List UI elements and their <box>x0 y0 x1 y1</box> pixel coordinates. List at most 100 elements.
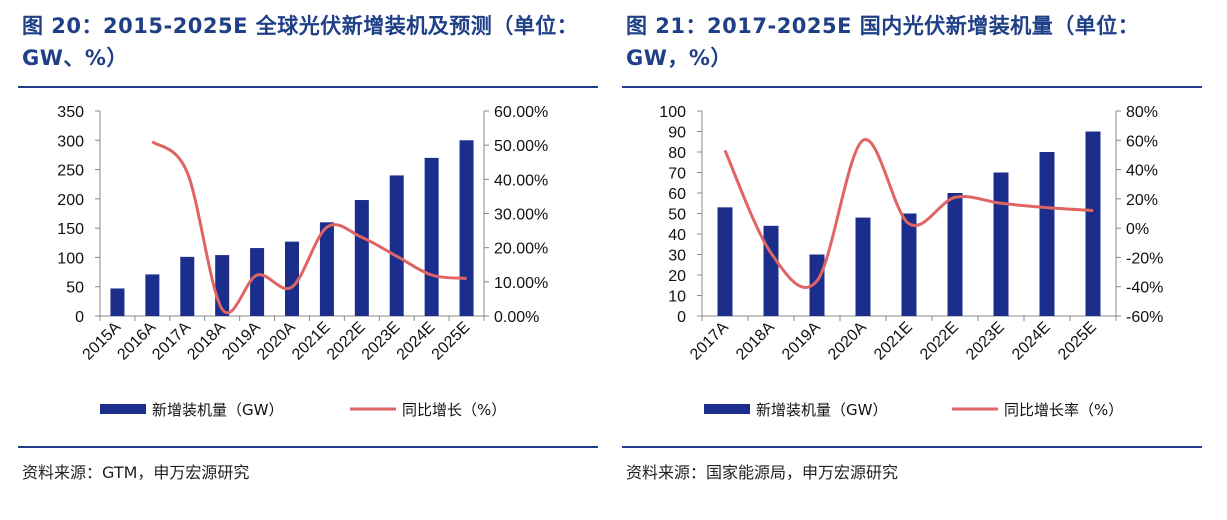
growth-line <box>723 138 1094 289</box>
right-tick-label: 80% <box>1126 104 1158 121</box>
growth-point <box>186 172 188 173</box>
source-note: 资料来源：GTM，申万宏源研究 <box>22 463 250 482</box>
x-tick-label: 2019A <box>779 319 824 364</box>
bar <box>459 140 474 316</box>
legend-bar-swatch <box>100 404 146 414</box>
left-tick-label: 20 <box>668 268 686 285</box>
global-pv-chart: 0 50 100 150 200 250 300 350 0.00% 10.00% 20.00% 30… <box>57 104 548 419</box>
left-tick-label: 200 <box>57 192 84 209</box>
legend-line-label: 同比增长（%） <box>402 401 506 419</box>
bar <box>110 288 125 316</box>
x-tick-label: 2022E <box>324 319 369 364</box>
left-tick-label: 250 <box>57 163 84 180</box>
left-tick-label: 100 <box>57 250 84 267</box>
source-note: 资料来源：国家能源局，申万宏源研究 <box>626 463 899 482</box>
growth-point <box>908 223 910 225</box>
chart-panel-domestic: 图 21：2017-2025E 国内光伏新增装机量（单位：GW，%） 0 10 20… <box>622 0 1204 520</box>
x-tick-label: 2025E <box>1055 319 1100 364</box>
left-tick-label: 100 <box>659 104 686 121</box>
bar <box>1039 152 1055 316</box>
chart-title: 图 21：2017-2025E 国内光伏新增装机量（单位：GW，%） <box>626 14 1140 70</box>
growth-point <box>396 255 398 257</box>
x-tick-label: 2017A <box>687 319 732 364</box>
left-tick-label: 0 <box>75 309 84 326</box>
x-tick-label: 2017A <box>149 319 194 364</box>
footer-divider <box>622 446 1202 448</box>
growth-point <box>862 139 864 141</box>
right-tick-label: 0% <box>1126 221 1149 238</box>
legend-bar-label: 新增装机量（GW） <box>152 401 283 419</box>
right-tick-label: 30.00% <box>494 207 548 224</box>
growth-point <box>816 280 818 282</box>
bar <box>389 175 404 316</box>
right-tick-label: -20% <box>1126 250 1163 267</box>
growth-line <box>151 140 467 315</box>
bar <box>947 193 963 316</box>
right-tick-label: 60.00% <box>494 104 548 121</box>
growth-point <box>151 141 153 143</box>
left-tick-label: 90 <box>668 125 686 142</box>
left-tick-label: 80 <box>668 145 686 162</box>
growth-point <box>954 196 956 198</box>
title-divider <box>622 86 1202 88</box>
chart-panel-global: 图 20：2015-2025E 全球光伏新增装机及预测（单位：GW、%） 0 50… <box>18 0 600 520</box>
growth-point <box>291 286 293 288</box>
x-tick-label: 2016A <box>114 319 159 364</box>
x-tick-label: 2020A <box>825 319 870 364</box>
left-tick-label: 30 <box>668 248 686 265</box>
growth-point <box>466 277 468 279</box>
x-tick-label: 2018A <box>184 319 229 364</box>
right-tick-label: 60% <box>1126 133 1158 150</box>
growth-point <box>256 274 258 276</box>
growth-point <box>326 226 328 228</box>
left-tick-label: 40 <box>668 227 686 244</box>
growth-point <box>221 308 223 310</box>
x-tick-label: 2019A <box>219 319 264 364</box>
legend-line-label: 同比增长率（%） <box>1004 401 1123 419</box>
bar <box>901 213 917 316</box>
x-tick-label: 2024E <box>1009 319 1054 364</box>
bar <box>809 254 825 316</box>
right-tick-label: 20% <box>1126 192 1158 209</box>
x-tick-label: 2025E <box>429 319 474 364</box>
bar <box>855 217 871 316</box>
domestic-pv-chart: 0 10 20 30 40 50 60 70 80 90 100 -60% -40% -20% 0% 20% 4… <box>659 104 1163 419</box>
title-divider <box>18 86 598 88</box>
legend-bar-label: 新增装机量（GW） <box>756 401 887 419</box>
left-tick-label: 50 <box>66 280 84 297</box>
growth-point <box>1046 207 1048 209</box>
bar <box>354 200 369 316</box>
chart-title: 图 20：2015-2025E 全球光伏新增装机及预测（单位：GW、%） <box>22 14 579 70</box>
bar <box>717 207 733 316</box>
growth-point <box>1092 210 1094 212</box>
bar <box>763 225 779 316</box>
right-tick-label: 40.00% <box>494 172 548 189</box>
growth-point <box>770 252 772 254</box>
bar <box>180 256 195 316</box>
left-tick-label: 0 <box>677 309 686 326</box>
x-tick-label: 2021E <box>289 319 334 364</box>
right-tick-label: -40% <box>1126 280 1163 297</box>
left-tick-label: 350 <box>57 104 84 121</box>
bar <box>424 157 439 316</box>
right-tick-label: 0.00% <box>494 309 539 326</box>
x-tick-label: 2023E <box>359 319 404 364</box>
bar <box>285 241 299 316</box>
right-tick-label: 50.00% <box>494 138 548 155</box>
x-tick-label: 2020A <box>254 319 299 364</box>
left-tick-label: 70 <box>668 166 686 183</box>
bar <box>319 222 334 316</box>
right-tick-label: 10.00% <box>494 275 548 292</box>
bar <box>1085 131 1101 316</box>
growth-point <box>1000 202 1002 204</box>
footer-divider <box>18 446 598 448</box>
x-tick-label: 2023E <box>963 319 1008 364</box>
x-tick-label: 2015A <box>80 319 125 364</box>
bar <box>993 172 1009 316</box>
bar <box>250 248 265 316</box>
growth-point <box>361 236 363 238</box>
growth-point <box>431 274 433 276</box>
left-tick-label: 50 <box>668 207 686 224</box>
bar <box>145 274 160 316</box>
left-tick-label: 10 <box>668 289 686 306</box>
